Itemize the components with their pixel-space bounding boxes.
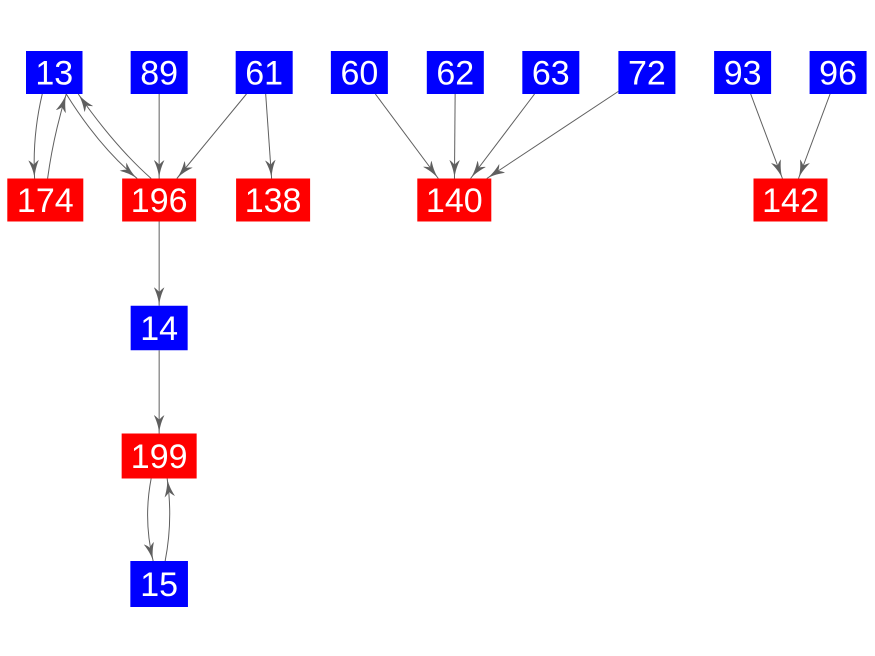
svg-text:142: 142 bbox=[762, 182, 819, 220]
svg-text:63: 63 bbox=[532, 55, 570, 93]
svg-text:96: 96 bbox=[819, 55, 857, 93]
svg-text:72: 72 bbox=[628, 55, 666, 93]
svg-text:140: 140 bbox=[426, 182, 483, 220]
svg-text:174: 174 bbox=[17, 182, 74, 220]
svg-text:61: 61 bbox=[245, 55, 283, 93]
svg-text:13: 13 bbox=[35, 55, 73, 93]
svg-text:199: 199 bbox=[131, 438, 188, 476]
svg-text:60: 60 bbox=[340, 55, 378, 93]
svg-text:138: 138 bbox=[245, 182, 302, 220]
svg-text:14: 14 bbox=[140, 310, 178, 348]
svg-text:196: 196 bbox=[131, 182, 188, 220]
svg-text:62: 62 bbox=[436, 55, 474, 93]
svg-text:93: 93 bbox=[724, 55, 762, 93]
svg-text:89: 89 bbox=[140, 55, 178, 93]
svg-text:15: 15 bbox=[140, 566, 178, 604]
